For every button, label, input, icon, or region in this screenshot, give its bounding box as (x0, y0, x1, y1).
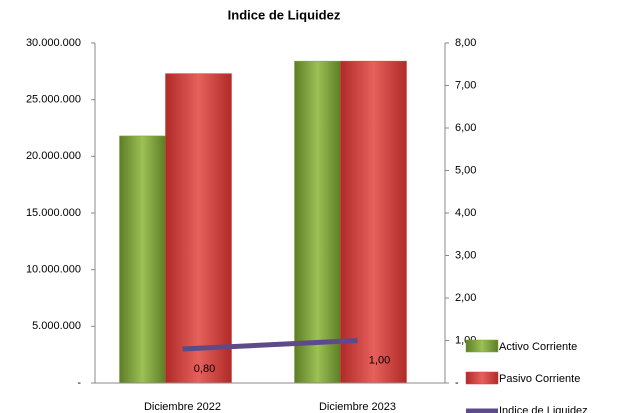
y-tick-label: 25.000.000 (26, 94, 81, 106)
y2-tick-label: 5,00 (455, 164, 476, 176)
legend-label: Activo Corriente (499, 341, 577, 353)
y2-tick-label: 2,00 (455, 292, 476, 304)
bar (294, 60, 341, 384)
y2-tick-label: 6,00 (455, 122, 476, 134)
legend-label: Pasivo Corriente (499, 373, 580, 385)
y-tick-label: 10.000.000 (26, 264, 81, 276)
y-tick-label: - (77, 377, 81, 389)
y-tick-label: 30.000.000 (26, 37, 81, 49)
y-tick-label: 5.000.000 (32, 320, 81, 332)
y2-tick-label: 7,00 (455, 79, 476, 91)
chart-title: Indice de Liquidez (228, 7, 341, 22)
bar (119, 135, 166, 384)
y-tick-label: 20.000.000 (26, 150, 81, 162)
bar (165, 73, 232, 384)
bar (340, 60, 407, 384)
y2-tick-label: 3,00 (455, 249, 476, 261)
data-label: 1,00 (369, 354, 390, 366)
line (182, 338, 358, 352)
data-label: 0,80 (194, 363, 215, 375)
y2-tick-label: - (455, 377, 459, 389)
y-tick-label: 15.000.000 (26, 207, 81, 219)
legend-swatch (465, 371, 499, 385)
y2-tick-label: 8,00 (455, 37, 476, 49)
legend-swatch (465, 339, 499, 353)
x-tick-label: Diciembre 2023 (319, 401, 396, 413)
y2-tick-label: 4,00 (455, 207, 476, 219)
x-tick-label: Diciembre 2022 (144, 401, 221, 413)
legend-label: Indice de Liquidez (499, 405, 588, 413)
